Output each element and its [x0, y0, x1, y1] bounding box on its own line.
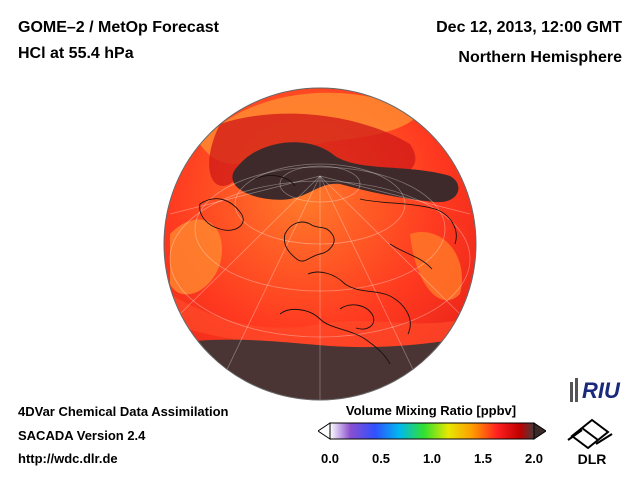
colorbar-tick-label: 0.0: [320, 451, 340, 466]
coastlines: [199, 175, 457, 365]
map-title: GOME–2 / MetOp Forecast: [18, 19, 219, 36]
colorbar: [318, 422, 546, 440]
colorbar-tick-label: 2.0: [524, 451, 544, 466]
hcl-band: [170, 294, 476, 354]
riu-logo: RIU: [570, 378, 621, 403]
colorbar-gradient: [329, 422, 535, 440]
hcl-high-region: [410, 232, 462, 301]
hemisphere-label: Northern Hemisphere: [458, 49, 622, 66]
graticule: [164, 88, 476, 400]
colorbar-tick-label: 0.5: [371, 451, 391, 466]
assimilation-label: 4DVar Chemical Data Assimilation: [18, 404, 229, 419]
website-link[interactable]: http://wdc.dlr.de: [18, 451, 118, 466]
colorbar-tick-label: 1.5: [473, 451, 493, 466]
colorbar-under-arrow: [318, 422, 331, 440]
colorbar-over-arrow: [533, 422, 546, 440]
dlr-logo: DLR: [567, 418, 613, 466]
dlr-logo-text: DLR: [578, 451, 607, 466]
version-label: SACADA Version 2.4: [18, 428, 146, 443]
forecast-datetime: Dec 12, 2013, 12:00 GMT: [436, 19, 622, 36]
polar-vortex-region: [232, 142, 459, 203]
colorbar-tick-label: 1.0: [422, 451, 442, 466]
hcl-high-region: [170, 219, 222, 295]
globe-map: [163, 87, 477, 401]
riu-logo-text: RIU: [582, 378, 621, 403]
colorbar-label: Volume Mixing Ratio [ppbv]: [345, 403, 517, 418]
globe-outline: [163, 87, 477, 401]
map-subtitle: HCl at 55.4 hPa: [18, 45, 134, 62]
